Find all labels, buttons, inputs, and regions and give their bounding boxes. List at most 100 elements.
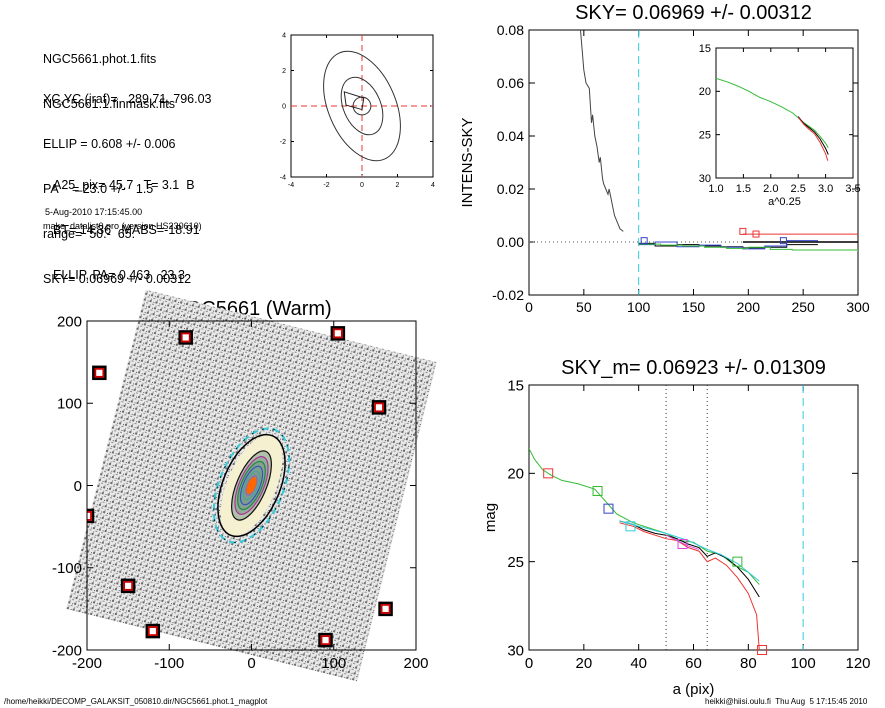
y-tick-label: 0.08	[497, 22, 524, 38]
file-list: NGC5661.phot.1.fits NGC5661.1.finmask.fi…	[43, 22, 175, 127]
param-line: SKY= 0.06969 +/- 0.00312	[43, 272, 192, 286]
x-tick-label: -2	[323, 182, 329, 189]
program-version: make_datalist0.pro (version HS230610)	[43, 221, 202, 231]
sky-step-line	[638, 243, 858, 252]
isophote-contour	[323, 50, 401, 162]
y-tick-label: 20	[699, 86, 711, 98]
magnitude-plot-frame	[528, 384, 859, 651]
x-axis-label: a (pix)	[673, 681, 715, 698]
y-tick-label: 15	[507, 377, 524, 394]
y-tick-label: 0.00	[497, 234, 524, 250]
x-tick-label: 20	[575, 655, 592, 672]
param-line: XC,YC (iraf)= 289.71, 796.03	[43, 92, 212, 106]
mask-box-inner	[87, 511, 92, 521]
file-name: NGC5661.phot.1.fits	[43, 52, 157, 66]
y-tick-label: 25	[699, 130, 711, 142]
run-timestamp: 5-Aug-2010 17:15:45.00	[45, 207, 143, 217]
y-tick-label: 100	[57, 396, 82, 413]
y-tick-label: 2	[282, 68, 286, 75]
measure-line: A25_pix= 45.7 T= 3.1 B	[53, 178, 195, 192]
y-axis-label: mag	[482, 503, 499, 532]
sky-marker	[739, 227, 747, 235]
sky-marker	[640, 237, 648, 245]
isophote-contour	[352, 96, 372, 116]
x-tick-label: 50	[576, 299, 592, 315]
mask-box-inner	[123, 580, 134, 591]
x-tick-label: 2.0	[763, 183, 778, 195]
inset-profile-line	[797, 116, 829, 161]
x-tick-label: 250	[791, 299, 815, 315]
mask-box	[92, 365, 107, 381]
x-tick-label: 200	[403, 655, 428, 672]
mask-box	[178, 330, 193, 345]
x-tick-label: 3.0	[818, 183, 833, 195]
profile-marker	[677, 539, 688, 549]
fit-parameters: XC,YC (iraf)= 289.71, 796.03 ELLIP = 0.6…	[43, 62, 212, 302]
mask-box-inner	[147, 626, 158, 636]
param-line: range= 50.- 65.	[43, 227, 136, 241]
author-signature: heikki@hiisi.oulu.fi Thu Aug 5 17:15:45 …	[705, 697, 868, 706]
y-tick-label: 0	[282, 103, 286, 110]
mask-box-inner	[94, 367, 105, 378]
fit-ellipse	[217, 433, 286, 538]
y-tick-label: 0.06	[497, 75, 524, 91]
x-tick-label: 0	[525, 299, 533, 315]
x-tick-label: 1.0	[708, 183, 723, 195]
x-tick-label: 300	[846, 299, 870, 315]
intensity-plot-title: SKY= 0.06969 +/- 0.00312	[575, 2, 812, 24]
x-tick-label: -100	[154, 655, 184, 672]
x-tick-label: -200	[72, 655, 102, 672]
y-tick-label: 200	[57, 313, 82, 330]
file-path: /home/heikki/DECOMP_GALAKSIT_050810.dir/…	[4, 697, 268, 706]
y-tick-label: 0.02	[497, 181, 524, 197]
x-tick-label: 1.5	[736, 183, 751, 195]
sky-ellipse-outline	[213, 428, 290, 543]
inset-frame	[715, 47, 854, 179]
x-tick-label: 150	[682, 299, 706, 315]
x-tick-label: 0	[525, 655, 533, 672]
y-tick-label: 4	[282, 32, 286, 39]
y-tick-label: 15	[699, 43, 711, 55]
x-tick-label: 0	[247, 655, 255, 672]
y-tick-label: -200	[52, 642, 82, 659]
y-tick-label: 20	[507, 466, 524, 483]
y-tick-label: -2	[280, 139, 286, 146]
y-tick-label: 0.04	[497, 128, 524, 144]
x-tick-label: 100	[321, 655, 346, 672]
x-tick-label: 200	[737, 299, 761, 315]
magnitude-profile-line	[619, 520, 760, 582]
x-tick-label: 3.5	[845, 183, 860, 195]
magnitude-plot-title: SKY_m= 0.06923 +/- 0.01309	[561, 357, 826, 379]
y-tick-label: 0	[74, 478, 82, 495]
mask-box-inner	[374, 402, 384, 413]
param-line: ELLIP = 0.608 +/- 0.006	[43, 137, 176, 151]
param-line: PA = 23.0 +/- 1.5	[43, 182, 154, 196]
y-tick-label: -100	[52, 560, 82, 577]
magnitude-profile-line	[665, 534, 700, 550]
profile-marker	[732, 556, 743, 567]
mask-box	[120, 578, 136, 594]
x-tick-label: 120	[845, 655, 870, 672]
sky-marker	[752, 230, 760, 238]
x-tick-label: 40	[630, 655, 647, 672]
x-tick-label: 0	[360, 182, 364, 189]
x-tick-label: 2	[396, 182, 400, 189]
profile-marker	[592, 486, 603, 496]
mask-box	[330, 326, 346, 341]
mask-box-inner	[180, 332, 191, 343]
mask-box-inner	[332, 328, 343, 339]
mask-box-inner	[380, 603, 391, 614]
profile-marker	[603, 503, 614, 514]
measure-line: ELLIP, PA= 0.463 23.3	[53, 268, 185, 282]
x-tick-label: 100	[627, 299, 651, 315]
x-tick-label: 100	[791, 655, 816, 672]
y-tick-label: 30	[507, 642, 524, 659]
mask-box	[145, 623, 161, 639]
profile-marker	[625, 521, 636, 532]
profile-marker	[757, 645, 768, 655]
mask-box	[378, 601, 393, 617]
y-axis-label: INTENS-SKY	[459, 117, 476, 207]
inset-x-label: a^0.25	[768, 196, 801, 208]
isophote-contour	[340, 76, 384, 136]
